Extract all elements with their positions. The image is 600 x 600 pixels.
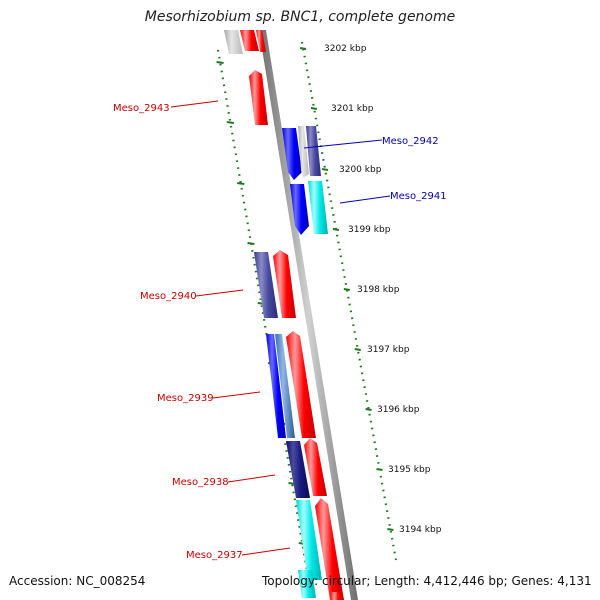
ruler-tick: [354, 348, 361, 351]
gene-leader-line: [227, 474, 276, 483]
ruler-tick: [376, 468, 383, 471]
kbp-label: 3199 kbp: [348, 225, 391, 235]
gene-leader-line: [195, 289, 244, 297]
kbp-label: 3195 kbp: [388, 465, 431, 475]
gene-meso-2941-a: [290, 184, 309, 235]
kbp-label: 3201 kbp: [331, 104, 374, 114]
gene-leader-line: [170, 100, 219, 108]
gene-label-meso-2941[interactable]: Meso_2941: [390, 191, 447, 202]
gene-label-meso-2943[interactable]: Meso_2943: [113, 103, 170, 114]
gene-meso-2939-c: [286, 331, 316, 438]
gene-meso-2937-a: [296, 500, 322, 580]
gene-meso-2939-b: [275, 334, 295, 438]
ruler-tick: [216, 61, 224, 64]
kbp-label: 3202 kbp: [324, 44, 367, 54]
gene-meso-2940-a: [254, 252, 278, 318]
genome-title: Mesorhizobium sp. BNC1, complete genome: [144, 9, 456, 25]
gene-meso-2939-a: [266, 334, 286, 438]
gene-fragment-red: [240, 30, 259, 51]
gene-meso-2941-b: [308, 181, 328, 234]
gene-meso-2937-d: [298, 570, 316, 598]
gene-leader-line: [339, 195, 391, 204]
gene-meso-2942-a: [282, 128, 302, 180]
gene-fragment-red-top: [256, 30, 266, 52]
gene-meso-2937-b: [315, 498, 344, 600]
gene-leader-line: [241, 547, 291, 556]
ruler-tick: [332, 228, 340, 231]
accession-text: Accession: NC_008254: [9, 574, 146, 588]
genome-summary-text: Topology: circular; Length: 4,412,446 bp…: [262, 574, 592, 588]
kbp-label: 3194 kbp: [399, 525, 442, 535]
gene-meso-2940-b: [273, 250, 296, 318]
gene-label-meso-2937[interactable]: Meso_2937: [186, 550, 243, 561]
ruler-tick: [226, 121, 234, 124]
ruler-tick: [247, 242, 255, 245]
ruler-tick: [237, 182, 245, 185]
inner-ruler-line: [216, 49, 314, 600]
gene-label-meso-2940[interactable]: Meso_2940: [140, 291, 197, 302]
gene-leader-line: [303, 139, 383, 149]
kbp-label: 3200 kbp: [339, 165, 382, 175]
gene-meso-2942-c: [306, 126, 321, 176]
gene-label-meso-2938[interactable]: Meso_2938: [172, 477, 229, 488]
gene-leader-line: [212, 391, 261, 399]
gene-meso-2938-b: [304, 438, 327, 496]
ruler-tick: [321, 168, 329, 171]
gene-meso-2937-c: [330, 592, 344, 600]
ruler-tick: [387, 528, 394, 531]
gene-label-meso-2939[interactable]: Meso_2939: [157, 393, 214, 404]
gene-fragment-grey: [224, 30, 243, 54]
kbp-label: 3198 kbp: [357, 285, 400, 295]
ruler-tick: [310, 107, 318, 110]
ruler-tick: [299, 47, 307, 50]
backbone-line: [259, 30, 358, 600]
gene-meso-2942-b: [298, 126, 309, 178]
gene-label-meso-2942[interactable]: Meso_2942: [382, 136, 439, 147]
kbp-label: 3197 kbp: [367, 345, 410, 355]
ruler-tick: [343, 288, 350, 291]
kbp-label: 3196 kbp: [377, 405, 420, 415]
gene-meso-2943: [249, 70, 268, 125]
gene-meso-2938-a: [286, 441, 310, 498]
ruler-tick: [365, 408, 372, 411]
gene-features: [224, 30, 344, 600]
